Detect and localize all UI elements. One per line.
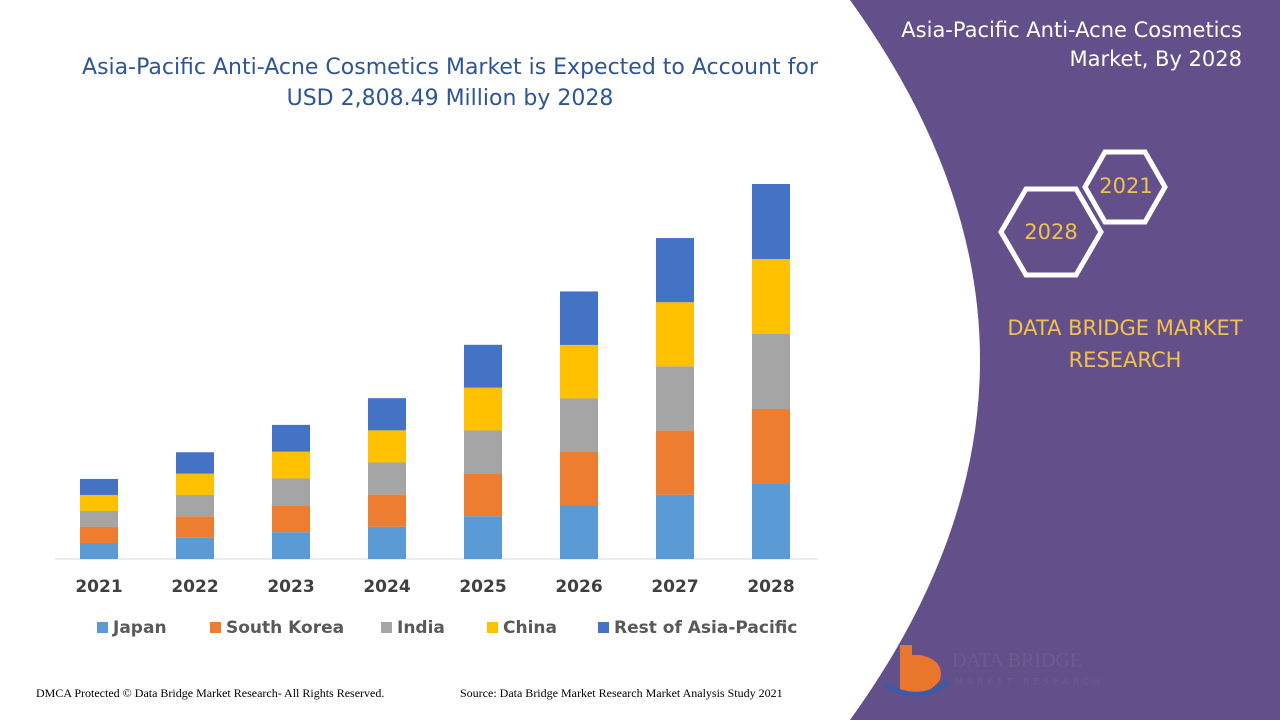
bar-segment (272, 478, 310, 506)
legend-swatch (598, 622, 609, 633)
x-tick-label: 2026 (555, 577, 602, 597)
brand: DATA BRIDGE MARKET RESEARCH (1007, 316, 1243, 372)
logo-mark (900, 645, 941, 694)
x-tick-label: 2027 (651, 577, 698, 597)
bar-segment (560, 451, 598, 506)
hexagon-label: 2028 (1024, 220, 1077, 244)
hexagon (998, 186, 1104, 278)
side-panel (850, 0, 1280, 720)
x-tick-label: 2023 (267, 577, 314, 597)
legend-label: India (397, 618, 445, 638)
bar-segment (368, 430, 406, 463)
hexagon (1082, 149, 1168, 225)
copyright: DMCA Protected © Data Bridge Market Rese… (36, 686, 385, 700)
bar-segment (464, 344, 502, 388)
bar-segment (80, 542, 118, 559)
legend-swatch (210, 622, 221, 633)
x-tick-label: 2022 (171, 577, 218, 597)
legend-label: South Korea (226, 618, 344, 638)
bar-segment (464, 430, 502, 474)
panel-title: Asia-Pacific Anti-Acne Cosmetics Market,… (901, 18, 1242, 71)
legend-label: Rest of Asia-Pacific (614, 618, 797, 638)
bar-segment (176, 473, 214, 495)
bar-segment (560, 344, 598, 399)
bar-segment (656, 430, 694, 495)
bar-segment (752, 259, 790, 334)
bar-segment (80, 526, 118, 543)
bar-segment (656, 366, 694, 431)
legend-swatch (381, 622, 392, 633)
bar-segment (80, 510, 118, 527)
hexagon-label: 2021 (1099, 174, 1152, 198)
bar-segment (464, 387, 502, 431)
bar-segment (176, 452, 214, 474)
x-tick-label: 2021 (75, 577, 122, 597)
bar-segment (560, 398, 598, 452)
bar-segment (464, 516, 502, 559)
x-tick-label: 2028 (747, 577, 794, 597)
source: Source: Data Bridge Market Research Mark… (460, 686, 783, 700)
bar-segment (752, 334, 790, 409)
bar-segment (80, 494, 118, 511)
bar-segment (272, 424, 310, 452)
chart-title: Asia-Pacific Anti-Acne Cosmetics Market … (82, 55, 818, 111)
bar-segment (752, 409, 790, 484)
bar-segment (176, 516, 214, 538)
bar-segment (560, 291, 598, 345)
legend-label: China (503, 618, 557, 638)
bar-segment (176, 494, 214, 517)
legend-swatch (487, 622, 498, 633)
bar-segment (368, 462, 406, 495)
bar-segment (656, 494, 694, 559)
logo-tagline: MARKET RESEARCH (955, 678, 1103, 688)
bar-segment (752, 484, 790, 559)
logo-swoosh (883, 680, 950, 697)
bar-segment (176, 537, 214, 559)
bar-segment (464, 473, 502, 517)
legend-label: Japan (112, 618, 167, 638)
bar-segment (272, 451, 310, 479)
x-tick-label: 2025 (459, 577, 506, 597)
bar-segment (656, 238, 694, 303)
bar-segment (272, 532, 310, 559)
bar-segment (80, 478, 118, 495)
bar-segment (752, 184, 790, 259)
x-tick-label: 2024 (363, 577, 410, 597)
logo-name: DATA BRIDGE (952, 650, 1082, 672)
bar-segment (656, 302, 694, 367)
legend-swatch (97, 622, 108, 633)
bar-segment (560, 505, 598, 559)
bar-segment (368, 398, 406, 431)
bar-segment (368, 494, 406, 527)
bar-segment (368, 526, 406, 559)
bar-segment (272, 505, 310, 533)
